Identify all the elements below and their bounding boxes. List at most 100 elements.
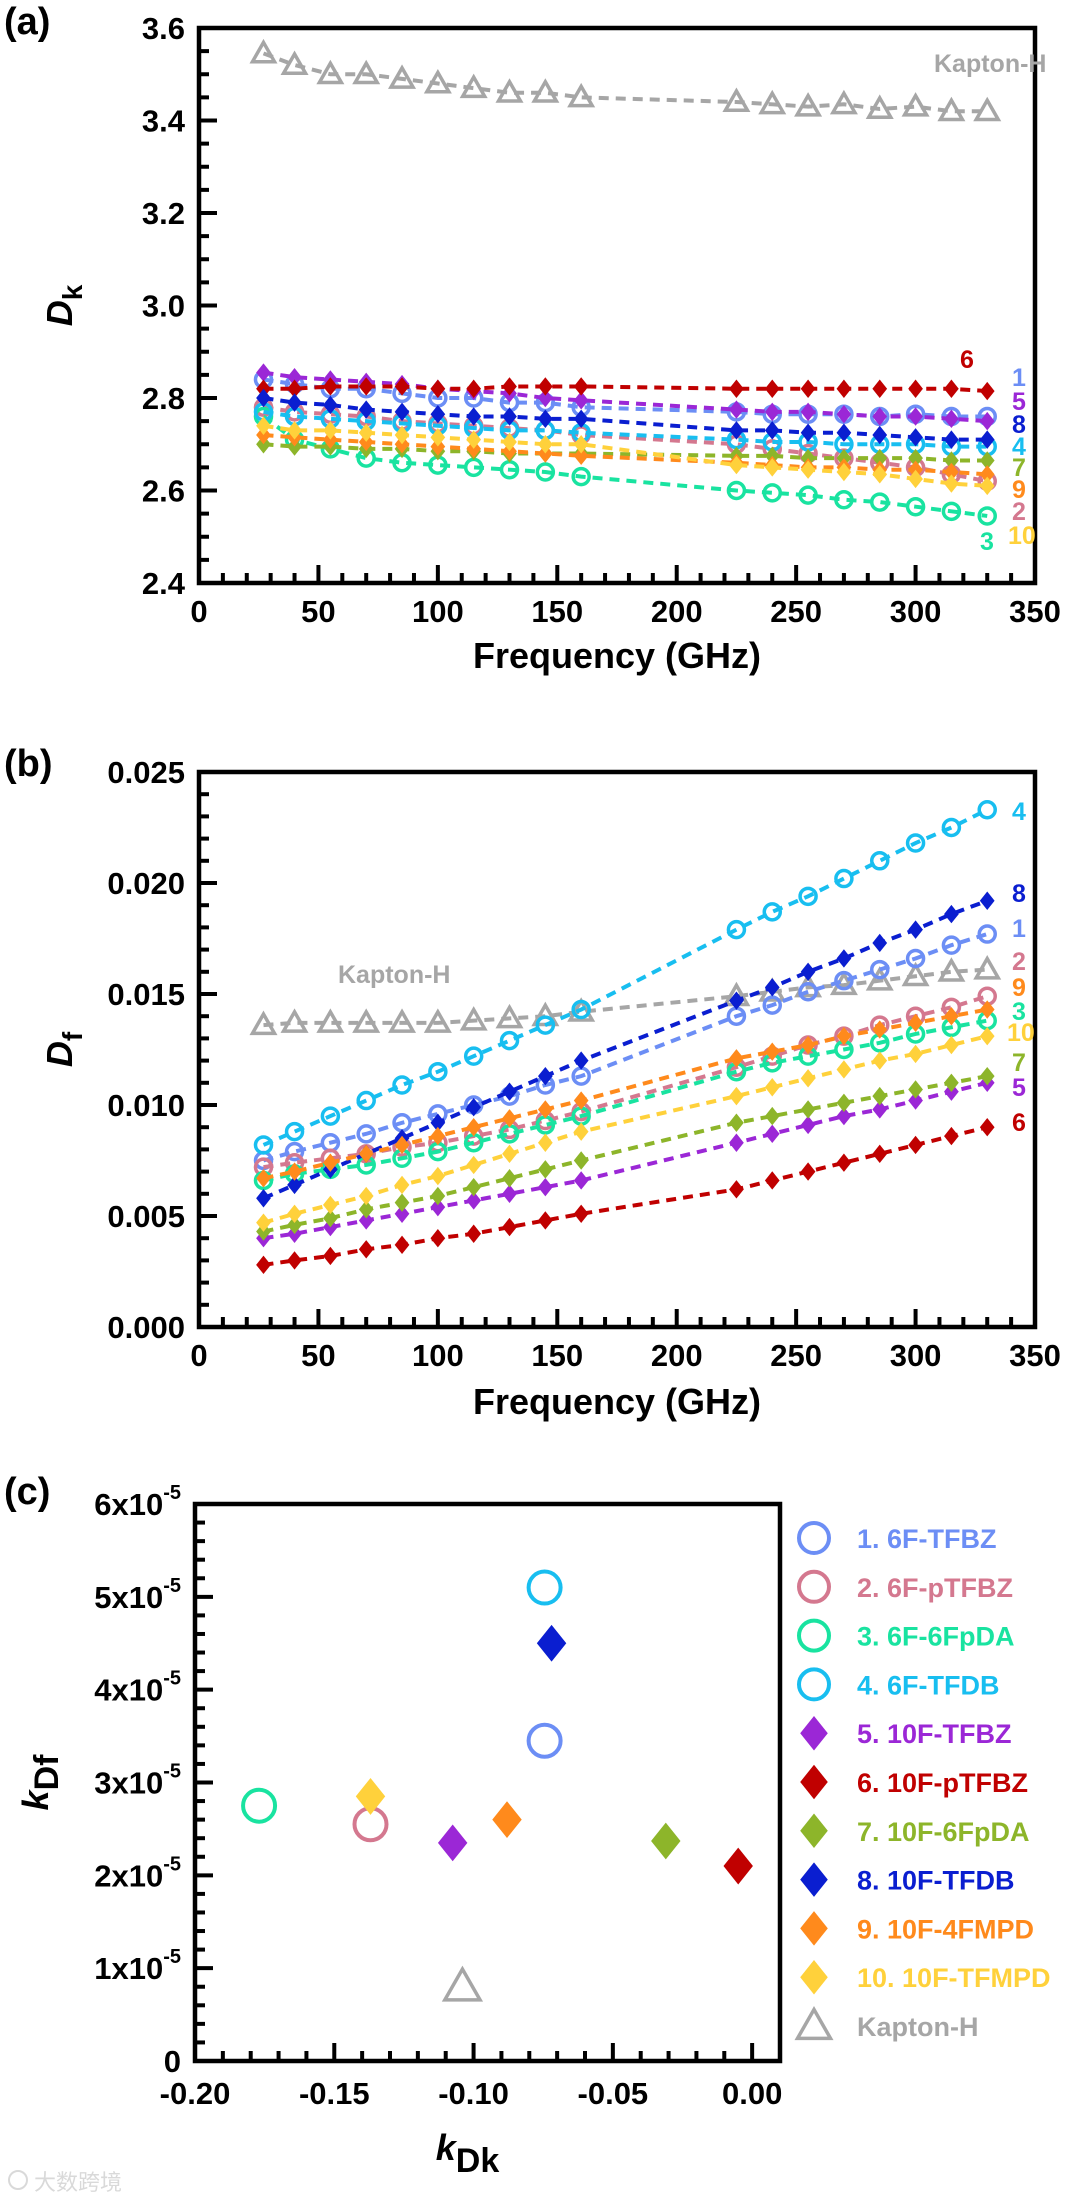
x-tick-label: -0.20 [160, 2076, 231, 2111]
series-label: 6 [960, 346, 974, 374]
data-point [834, 868, 854, 889]
data-point [905, 496, 926, 517]
data-point [287, 437, 302, 456]
legend-entry: 1. 6F-TFBZ [797, 1521, 997, 1555]
panel-b: (b) 0 50 100 150 200 250 300 350 0.000 0.005 0.010 0… [4, 743, 1061, 1422]
data-point [764, 421, 780, 440]
data-point [537, 444, 553, 463]
data-point [502, 1217, 517, 1237]
data-point [944, 1073, 959, 1092]
data-point [536, 1624, 567, 1662]
y-tick-base: 2x10 [94, 1858, 163, 1893]
panel-c: (c)-0.20 -0.15 -0.10 -0.05 0.0001x10-52x10-5… [4, 1471, 1051, 2180]
data-point [905, 833, 926, 853]
data-point [573, 1122, 589, 1141]
data-point [394, 1204, 410, 1223]
y-axis-title: Df [39, 1031, 88, 1067]
data-point [800, 1100, 816, 1119]
data-point [798, 982, 818, 1002]
data-point [430, 404, 446, 424]
data-point [537, 1160, 553, 1179]
data-point [352, 59, 381, 85]
series-label: 3 [980, 528, 994, 556]
legend-marker [800, 1764, 828, 1800]
data-point [794, 92, 823, 117]
series-6: 6 [256, 346, 995, 401]
data-point [256, 1255, 271, 1275]
y-tick-label: 0.005 [107, 1199, 185, 1234]
legend-entry: 9. 10F-4FMPD [800, 1911, 1034, 1946]
data-point [872, 1020, 888, 1039]
x-tick-label: 150 [531, 1338, 583, 1373]
series-label: 7 [1012, 454, 1026, 482]
data-point [977, 506, 997, 526]
series-8: 8 [256, 388, 1026, 449]
x-axis-title-main: k [436, 2127, 458, 2168]
series-label: 4 [1012, 433, 1026, 461]
data-point [356, 1090, 376, 1111]
data-point [388, 64, 417, 89]
data-point [836, 423, 852, 442]
series-4: 4 [253, 798, 1026, 1155]
x-tick-label: 250 [770, 1338, 822, 1373]
data-point [256, 1213, 271, 1232]
data-point [573, 435, 589, 454]
data-point [979, 1066, 995, 1086]
data-point [430, 428, 446, 447]
legend-entry: 10. 10F-TFMPD [800, 1959, 1051, 1995]
data-point [537, 1100, 553, 1119]
series-label: 9 [1012, 974, 1026, 1002]
data-point [502, 407, 517, 426]
data-point [256, 425, 271, 445]
data-point [567, 82, 596, 108]
data-point [253, 1135, 274, 1155]
data-point [573, 1151, 589, 1170]
series-1: 1 [253, 915, 1026, 1171]
data-point [430, 1186, 446, 1206]
data-point [836, 1106, 852, 1126]
data-point [430, 437, 446, 456]
data-point [908, 1135, 923, 1155]
data-point [526, 1569, 563, 1606]
data-point [430, 1126, 446, 1146]
data-point [358, 1186, 374, 1206]
x-tick-label: 250 [770, 594, 822, 629]
data-point [502, 1082, 517, 1101]
x-tick-label: 50 [301, 594, 335, 629]
series-kapton-h: Kapton-H [249, 38, 1046, 122]
y-tick-base: 1x10 [94, 1951, 163, 1986]
data-point [430, 1166, 446, 1186]
data-point [798, 886, 818, 907]
series-label: 8 [1012, 411, 1026, 439]
data-point [394, 1135, 410, 1155]
data-point [764, 458, 780, 477]
data-point [908, 1013, 923, 1033]
legend-entry: 5. 10F-TFBZ [800, 1715, 1012, 1751]
data-point [937, 957, 966, 982]
series-line [263, 1007, 988, 1181]
data-point [537, 377, 553, 396]
legend-entry: Kapton-H [794, 2005, 978, 2042]
data-point [979, 465, 995, 484]
data-point [323, 1246, 338, 1266]
data-point [941, 935, 962, 955]
x-axis-title: Frequency (GHz) [473, 1381, 761, 1422]
data-point [979, 1000, 995, 1019]
watermark: 大数跨境 [8, 2170, 122, 2196]
data-point [872, 425, 888, 445]
data-point [944, 474, 959, 493]
data-point [729, 455, 744, 475]
y-tick-label: 4x10-5 [94, 1668, 181, 1708]
data-point [256, 435, 271, 454]
y-tick-label: 2.4 [142, 566, 186, 601]
series-label: 1 [1012, 364, 1026, 392]
y-tick-label: 2.6 [142, 474, 185, 509]
data-point [836, 1026, 852, 1046]
data-point [944, 409, 959, 429]
legend-entry: 8. 10F-TFDB [800, 1862, 1015, 1897]
y-tick-label: 3.2 [142, 196, 185, 231]
data-point [908, 407, 923, 426]
x-tick-label: 0 [190, 594, 207, 629]
x-tick-label: 50 [301, 1338, 335, 1373]
series-label: Kapton-H [338, 961, 450, 989]
